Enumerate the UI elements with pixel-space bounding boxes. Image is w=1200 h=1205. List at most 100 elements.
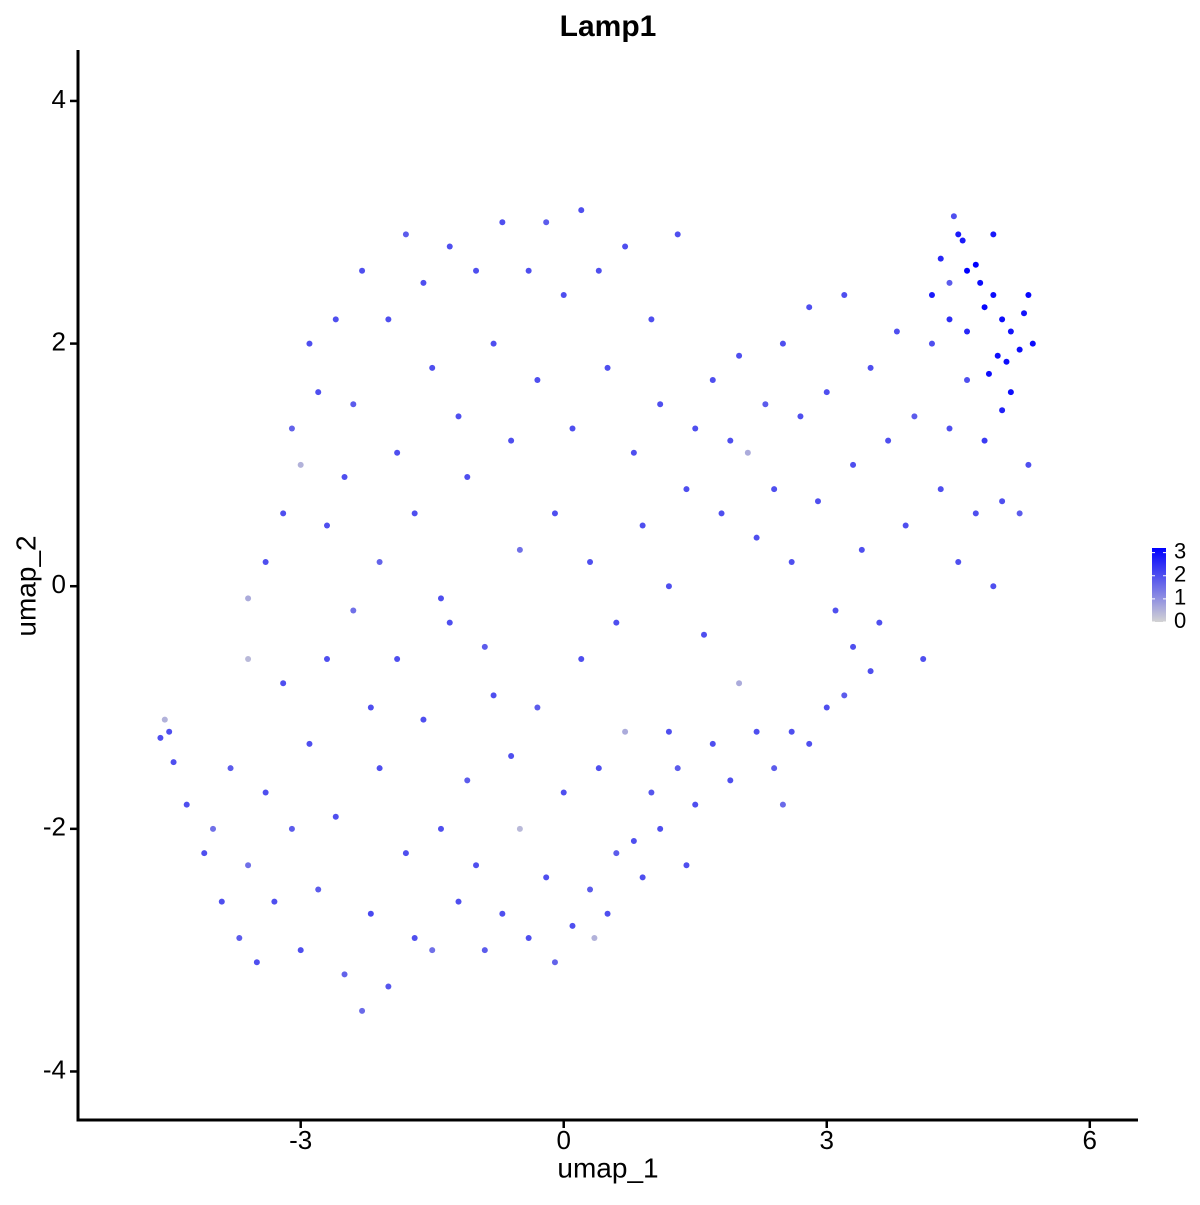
y-tick-label: 2 — [52, 326, 66, 356]
point — [639, 874, 646, 881]
point — [315, 886, 322, 893]
y-tick-label: 4 — [52, 84, 66, 114]
point — [727, 437, 734, 444]
point — [999, 316, 1006, 323]
point — [622, 243, 629, 250]
point — [622, 728, 629, 735]
point — [516, 546, 523, 553]
point — [306, 340, 313, 347]
point — [683, 486, 690, 493]
point — [499, 910, 506, 917]
point — [591, 935, 598, 942]
point — [972, 510, 979, 517]
point — [762, 401, 769, 408]
point — [508, 437, 515, 444]
point — [402, 231, 409, 238]
point — [499, 219, 506, 226]
colorbar-tick-label: 3 — [1174, 538, 1186, 563]
point — [166, 728, 173, 735]
point — [850, 461, 857, 468]
point — [385, 316, 392, 323]
point — [990, 231, 997, 238]
point — [788, 558, 795, 565]
point — [779, 801, 786, 808]
point — [437, 825, 444, 832]
point — [525, 935, 532, 942]
point — [999, 498, 1006, 505]
point — [367, 704, 374, 711]
point — [613, 850, 620, 857]
chart-title: Lamp1 — [560, 10, 657, 43]
point — [376, 765, 383, 772]
point — [814, 498, 821, 505]
point — [823, 389, 830, 396]
point — [806, 740, 813, 747]
point — [262, 789, 269, 796]
point — [832, 607, 839, 614]
point — [569, 425, 576, 432]
point — [964, 376, 971, 383]
point — [893, 328, 900, 335]
point — [420, 716, 427, 723]
point — [288, 425, 295, 432]
point — [779, 340, 786, 347]
point — [473, 862, 480, 869]
point — [385, 983, 392, 990]
point — [902, 522, 909, 529]
point — [630, 449, 637, 456]
point — [911, 413, 918, 420]
point — [455, 413, 462, 420]
point — [613, 619, 620, 626]
point — [955, 558, 962, 565]
point — [271, 898, 278, 905]
point — [771, 765, 778, 772]
point — [648, 789, 655, 796]
point — [788, 728, 795, 735]
point — [990, 583, 997, 590]
point — [920, 656, 927, 663]
point — [525, 267, 532, 274]
point — [1016, 346, 1023, 353]
point — [157, 734, 164, 741]
point — [534, 704, 541, 711]
point — [464, 777, 471, 784]
point — [867, 364, 874, 371]
point — [332, 316, 339, 323]
point — [534, 376, 541, 383]
point — [569, 922, 576, 929]
colorbar-tick-label: 0 — [1174, 608, 1186, 633]
point — [297, 947, 304, 954]
point — [1025, 461, 1032, 468]
point — [402, 850, 409, 857]
point — [464, 474, 471, 481]
x-axis-label: umap_1 — [557, 1152, 658, 1183]
point — [753, 534, 760, 541]
point — [744, 449, 751, 456]
point — [245, 862, 252, 869]
point — [429, 947, 436, 954]
y-axis-label: umap_2 — [10, 535, 41, 636]
point — [245, 595, 252, 602]
point — [350, 607, 357, 614]
point — [490, 692, 497, 699]
point — [411, 510, 418, 517]
point — [253, 959, 260, 966]
point — [376, 558, 383, 565]
point — [959, 237, 966, 244]
point — [341, 474, 348, 481]
point — [928, 292, 935, 299]
point — [937, 255, 944, 262]
point — [692, 425, 699, 432]
point — [359, 1007, 366, 1014]
point — [709, 740, 716, 747]
x-tick-label: 3 — [820, 1125, 834, 1155]
point — [288, 825, 295, 832]
point — [245, 656, 252, 663]
point — [306, 740, 313, 747]
point — [332, 813, 339, 820]
point — [683, 862, 690, 869]
point — [429, 364, 436, 371]
point — [1025, 292, 1032, 299]
point — [1016, 510, 1023, 517]
point — [359, 267, 366, 274]
